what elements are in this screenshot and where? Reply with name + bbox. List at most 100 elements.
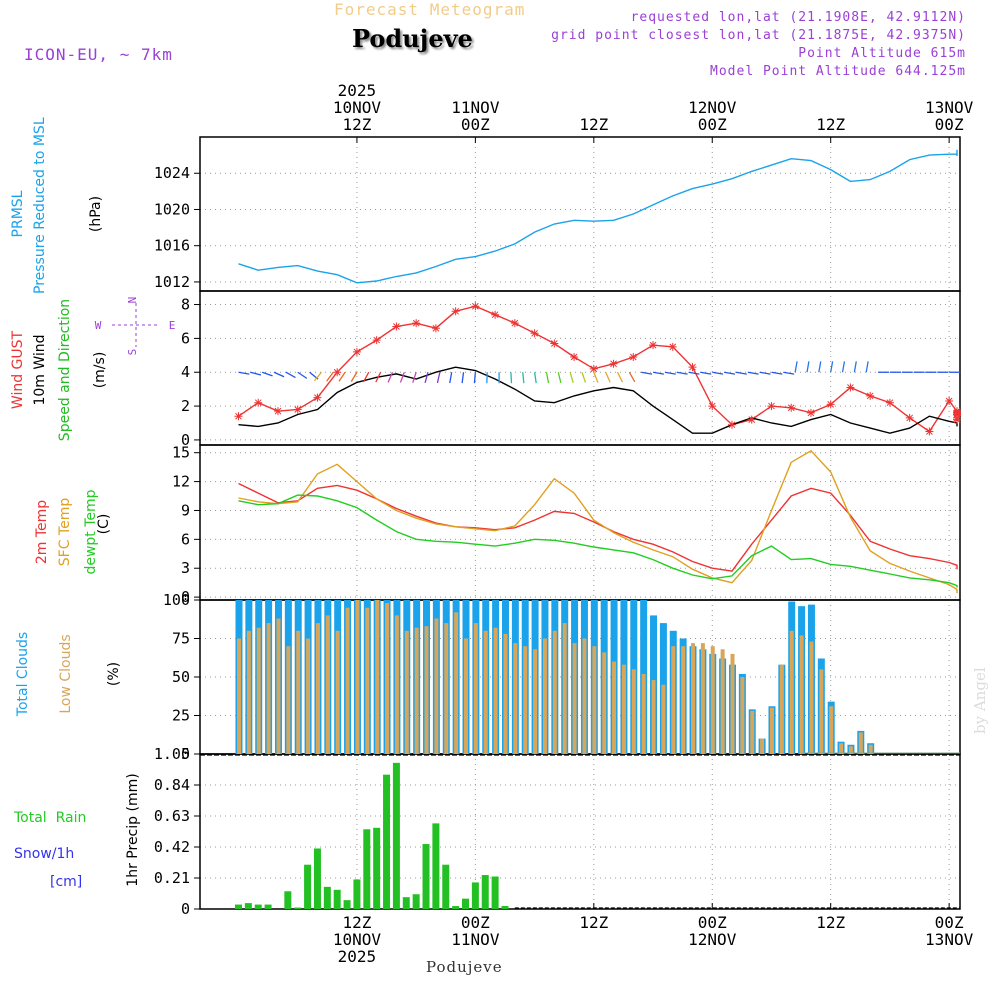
rain-bar — [452, 906, 460, 909]
low-cloud-bar — [631, 669, 636, 754]
wind-arrow — [735, 371, 747, 375]
wind-arrow — [510, 372, 513, 384]
wind-arrow — [399, 372, 405, 383]
time-label-bottom: 00Z — [461, 913, 490, 932]
low-cloud-bar — [819, 669, 824, 754]
wind-line — [238, 366, 958, 434]
y-tick-label: 0 — [181, 900, 190, 918]
low-cloud-bar — [434, 618, 439, 754]
low-cloud-bar — [236, 638, 241, 754]
time-label-bottom: 11NOV — [451, 930, 500, 949]
time-label-top: 00Z — [935, 115, 964, 134]
wind-arrow — [818, 361, 822, 373]
time-label-bottom: 12Z — [342, 913, 371, 932]
low-cloud-bar — [493, 627, 498, 754]
gust-marker — [333, 368, 342, 377]
y-tick-label: 1020 — [154, 200, 190, 218]
wind-arrow — [424, 372, 429, 384]
total-rain-label: Total Rain — [14, 810, 87, 826]
low-cloud-bar — [335, 630, 340, 754]
low-cloud-bar — [681, 646, 686, 754]
wind-arrow — [581, 372, 587, 383]
low-cloud-bar — [542, 638, 547, 754]
gust-marker — [431, 324, 440, 333]
panel-frame — [199, 753, 961, 910]
gust-marker — [609, 359, 618, 368]
wind-arrow — [557, 372, 562, 384]
time-label-bottom: 12Z — [579, 913, 608, 932]
low-cloud-bar — [710, 646, 715, 754]
wind-arrow — [830, 361, 834, 373]
y-tick-label: 25 — [172, 707, 190, 725]
wind-arrow — [449, 372, 453, 384]
low-cloud-bar — [414, 627, 419, 754]
wind-arrow — [350, 371, 358, 382]
low-cloud-bar — [612, 661, 617, 754]
wind-arrow — [688, 371, 700, 375]
gust-marker — [826, 400, 835, 409]
low-cloud-bar — [394, 615, 399, 754]
low-cloud-bar — [286, 646, 291, 754]
wind-arrow — [412, 372, 417, 383]
y-tick-label: 0.63 — [154, 807, 190, 825]
wind-arrow — [641, 371, 653, 375]
rain-bar — [422, 844, 430, 909]
rain-bar — [412, 894, 420, 909]
rain-bar — [264, 904, 272, 909]
low-cloud-bar — [829, 706, 834, 754]
model-point-altitude: Model Point Altitude 644.125m — [710, 64, 966, 79]
low-cloud-bar — [315, 623, 320, 754]
low-cloud-bar — [444, 623, 449, 754]
low-cloud-bar — [483, 630, 488, 754]
low-cloud-bar — [839, 743, 844, 754]
low-cloud-bar — [503, 633, 508, 754]
gust-marker — [550, 339, 559, 348]
low-cloud-bar — [325, 615, 330, 754]
model-label: ICON-EU, ~ 7km — [24, 45, 173, 64]
low-cloud-bar — [562, 623, 567, 754]
low-cloud-bar — [809, 641, 814, 754]
gust-marker — [273, 407, 282, 416]
gust-marker — [925, 427, 934, 436]
compass-n: N — [126, 297, 139, 304]
location-title: Podujeve — [352, 24, 473, 53]
wind-arrow — [712, 371, 724, 375]
wind-arrow — [841, 361, 846, 373]
time-label-top: 00Z — [461, 115, 490, 134]
wind-arrow — [375, 371, 382, 383]
low-cloud-bar — [789, 630, 794, 754]
y-tick-label: 6 — [181, 329, 190, 347]
y-tick-label: 75 — [172, 630, 190, 648]
low-cloud-bar — [858, 732, 863, 754]
wind-arrow — [362, 371, 370, 383]
gust-marker — [806, 408, 815, 417]
wind-arrow — [700, 371, 712, 375]
snow-label: Snow/1h — [14, 846, 75, 862]
time-label-top: 12Z — [579, 115, 608, 134]
y-tick-label: 2 — [181, 397, 190, 415]
gust-marker — [392, 322, 401, 331]
low-cloud-bar — [582, 638, 587, 754]
gridpoint-coords: grid point closest lon,lat (21.1875E, 42… — [551, 28, 966, 43]
low-cloud-bar — [306, 638, 311, 754]
y-tick-label: 0.42 — [154, 838, 190, 856]
wind-arrow — [297, 371, 308, 379]
rain-bar — [491, 876, 499, 909]
gust-marker — [953, 408, 961, 417]
gust-marker — [254, 398, 263, 407]
rain-bar — [481, 875, 489, 909]
footer-location: Podujeve — [426, 958, 503, 976]
gust-marker — [649, 341, 658, 350]
low-cloud-bar — [651, 680, 656, 754]
gust-marker — [727, 420, 736, 429]
low-cloud-bar — [256, 627, 261, 754]
low-cloud-bar — [365, 607, 370, 754]
wind-arrow — [605, 371, 611, 383]
sfc-temp-line — [238, 449, 958, 594]
low-cloud-bar — [355, 600, 360, 754]
wind-arrow — [461, 372, 465, 384]
low-cloud-bar — [473, 623, 478, 754]
wind-arrow — [285, 371, 296, 379]
rain-bar — [254, 904, 262, 909]
wind-arrow — [533, 372, 537, 384]
